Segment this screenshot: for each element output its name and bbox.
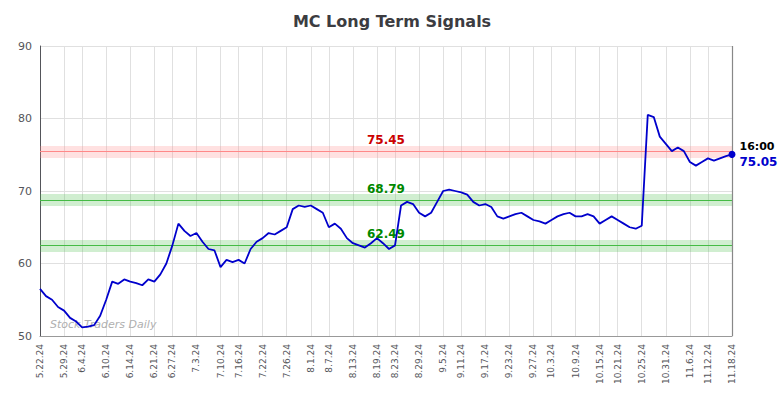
svg-text:10.3.24: 10.3.24 — [546, 344, 556, 379]
svg-text:9.27.24: 9.27.24 — [528, 344, 538, 379]
svg-text:8.13.24: 8.13.24 — [348, 344, 358, 379]
svg-text:10.21.24: 10.21.24 — [613, 344, 623, 384]
svg-text:MC Long Term Signals: MC Long Term Signals — [293, 12, 491, 31]
svg-text:9.5.24: 9.5.24 — [438, 344, 448, 373]
svg-text:6.21.24: 6.21.24 — [149, 344, 159, 379]
svg-text:6.4.24: 6.4.24 — [77, 344, 87, 373]
svg-text:10.25.24: 10.25.24 — [637, 344, 647, 384]
svg-text:80: 80 — [18, 112, 32, 125]
svg-text:90: 90 — [18, 40, 32, 53]
svg-text:75.05: 75.05 — [740, 155, 778, 169]
svg-text:10.31.24: 10.31.24 — [661, 344, 671, 384]
svg-text:7.16.24: 7.16.24 — [234, 344, 244, 379]
svg-text:16:00: 16:00 — [740, 140, 775, 153]
svg-text:10.9.24: 10.9.24 — [571, 344, 581, 379]
svg-text:7.10.24: 7.10.24 — [216, 344, 226, 379]
svg-text:11.18.24: 11.18.24 — [727, 344, 737, 384]
svg-text:8.19.24: 8.19.24 — [372, 344, 382, 379]
svg-text:8.1.24: 8.1.24 — [306, 344, 316, 373]
svg-text:10.15.24: 10.15.24 — [595, 344, 605, 384]
svg-text:75.45: 75.45 — [367, 133, 405, 147]
svg-text:6.27.24: 6.27.24 — [167, 344, 177, 379]
svg-text:5.29.24: 5.29.24 — [59, 344, 69, 379]
svg-text:7.22.24: 7.22.24 — [258, 344, 268, 379]
svg-text:7.26.24: 7.26.24 — [282, 344, 292, 379]
svg-text:5.22.24: 5.22.24 — [35, 344, 45, 379]
svg-text:6.14.24: 6.14.24 — [125, 344, 135, 379]
svg-text:68.79: 68.79 — [367, 182, 405, 196]
svg-text:7.3.24: 7.3.24 — [191, 344, 201, 373]
svg-text:8.23.24: 8.23.24 — [390, 344, 400, 379]
svg-text:11.12.24: 11.12.24 — [703, 344, 713, 384]
svg-text:8.7.24: 8.7.24 — [324, 344, 334, 373]
svg-text:50: 50 — [18, 330, 32, 343]
svg-text:11.6.24: 11.6.24 — [685, 344, 695, 379]
svg-text:6.10.24: 6.10.24 — [101, 344, 111, 379]
svg-text:9.17.24: 9.17.24 — [480, 344, 490, 379]
svg-text:9.23.24: 9.23.24 — [504, 344, 514, 379]
svg-text:62.49: 62.49 — [367, 227, 405, 241]
svg-text:8.29.24: 8.29.24 — [414, 344, 424, 379]
svg-text:70: 70 — [18, 185, 32, 198]
svg-text:Stock Traders Daily: Stock Traders Daily — [50, 318, 157, 331]
svg-text:60: 60 — [18, 257, 32, 270]
svg-text:9.11.24: 9.11.24 — [456, 344, 466, 379]
